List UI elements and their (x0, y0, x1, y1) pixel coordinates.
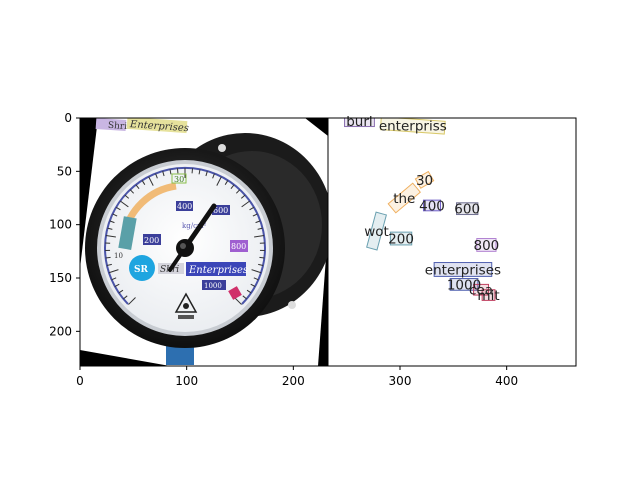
gauge-text-1000: 1000 (204, 282, 222, 290)
x-tick-label: 200 (282, 374, 305, 388)
gauge-text-10: 10 (114, 252, 123, 260)
gauge-text-unit: kg/cm² (182, 222, 207, 230)
x-tick-label: 0 (76, 374, 84, 388)
y-tick-label: 200 (49, 324, 72, 338)
det-mit-box (481, 289, 496, 301)
det-600-box (456, 202, 479, 216)
det-enterpriss-box (379, 118, 446, 135)
det-600-label: 600 (454, 202, 480, 218)
y-tick-label: 0 (64, 111, 72, 125)
gauge-text-top-enterprises: Enterprises (129, 119, 190, 134)
det-enterprises-box (433, 262, 493, 277)
det-30-box (414, 170, 435, 189)
y-tick-label: 50 (57, 164, 72, 178)
top-shri-label (95, 118, 127, 132)
detection-boxes (344, 118, 497, 301)
det-wot-box (366, 211, 387, 251)
left-axes-frame (79, 117, 329, 367)
gauge-ticks (105, 168, 265, 305)
gauge-text-800: 800 (231, 242, 246, 251)
gauge-side-scale (118, 216, 137, 250)
y-tick-label: 100 (49, 218, 72, 232)
det-400-box (422, 199, 442, 212)
gauge-text-enterprises: Enterprises (188, 265, 248, 276)
x-tick-label: 300 (389, 374, 412, 388)
y-tick-label: 150 (49, 271, 72, 285)
rotation-corner-bottom-left (80, 350, 170, 366)
rotation-corner-top-left (80, 118, 98, 268)
det-mit-label: mit (477, 288, 499, 304)
brand-logo (129, 255, 155, 281)
gauge-photo: Shri Enterprises 30 400 600 200 800 kg/c… (80, 118, 328, 366)
gauge-text-sr: SR (134, 265, 148, 275)
det-the-box (387, 182, 421, 214)
x-tick-label: 400 (495, 374, 518, 388)
top-enterprises-label (126, 118, 188, 134)
x-axis: 0 100 200 300 400 (76, 366, 518, 388)
det-cea-label: cea (469, 283, 493, 299)
gauge-text-top-shri: Shri (108, 121, 128, 132)
gauge-enterprises-banner (186, 262, 246, 276)
det-800-box (476, 238, 497, 252)
det-buri-label: buri (346, 114, 372, 130)
rotation-corner-top-right (305, 118, 328, 136)
det-200-label: 200 (388, 232, 414, 248)
det-enterprises-label: enterprises (425, 262, 501, 278)
det-enterpriss-label: enterpriss (379, 118, 447, 134)
gauge-text-600: 600 (213, 206, 228, 215)
det-the-label: the (393, 191, 415, 207)
det-400-label: 400 (419, 198, 445, 214)
det-buri-box (344, 118, 375, 128)
rotation-corner-bottom-right (318, 230, 328, 366)
cert-triangle (174, 292, 198, 313)
gauge-red-mark (228, 286, 242, 300)
y-axis: 0 50 100 150 200 (49, 111, 80, 338)
x-tick-label: 100 (175, 374, 198, 388)
det-wot-label: wot (364, 224, 389, 240)
gauge-text-200: 200 (144, 236, 159, 245)
mount-hole-top (218, 144, 226, 152)
mount-hole-bottom (288, 301, 296, 309)
gauge-connector (166, 345, 194, 365)
det-1000-label: 1000 (447, 277, 481, 293)
det-200-box (389, 231, 413, 246)
det-800-label: 800 (474, 238, 500, 254)
gauge-text-400: 400 (177, 202, 192, 211)
gauge-text-30: 30 (174, 175, 184, 184)
det-30-label: 30 (416, 173, 433, 189)
